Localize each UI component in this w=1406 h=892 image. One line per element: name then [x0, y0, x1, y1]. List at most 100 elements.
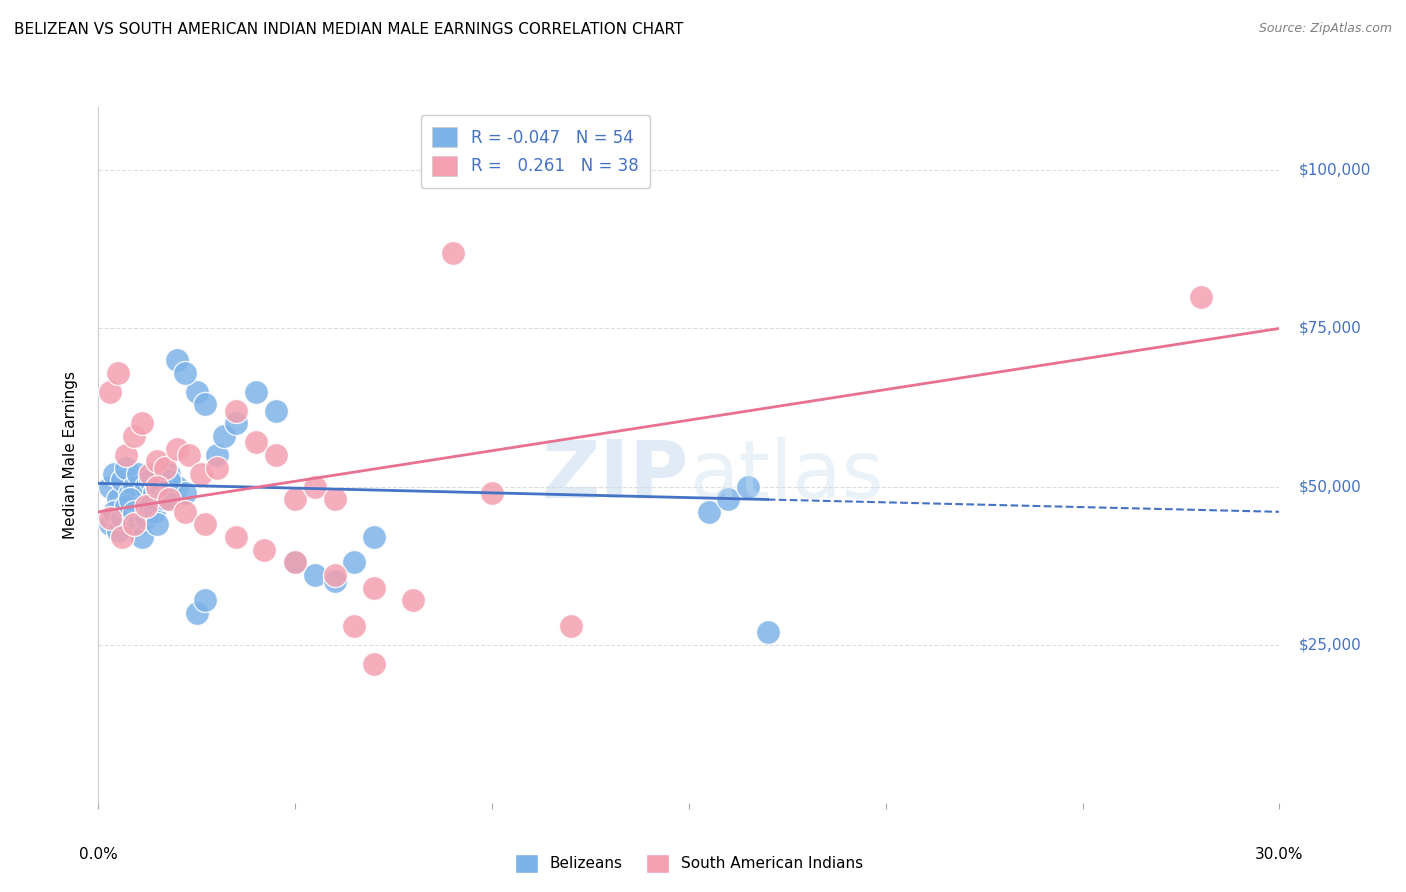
Point	[323, 574, 346, 589]
Point	[284, 556, 307, 570]
Point	[441, 245, 464, 260]
Point	[343, 556, 366, 570]
Point	[127, 467, 149, 481]
Point	[481, 486, 503, 500]
Legend: Belizeans, South American Indians: Belizeans, South American Indians	[509, 847, 869, 879]
Point	[142, 505, 165, 519]
Point	[107, 366, 129, 380]
Point	[146, 517, 169, 532]
Point	[135, 479, 157, 493]
Point	[122, 505, 145, 519]
Point	[225, 403, 247, 417]
Point	[253, 542, 276, 557]
Point	[284, 492, 307, 507]
Point	[402, 593, 425, 607]
Point	[122, 479, 145, 493]
Point	[343, 618, 366, 632]
Text: $25,000: $25,000	[1299, 637, 1362, 652]
Point	[122, 517, 145, 532]
Point	[157, 467, 180, 481]
Point	[127, 517, 149, 532]
Point	[284, 556, 307, 570]
Point	[122, 429, 145, 443]
Point	[111, 511, 134, 525]
Point	[205, 448, 228, 462]
Point	[363, 657, 385, 671]
Point	[166, 353, 188, 368]
Point	[717, 492, 740, 507]
Point	[323, 492, 346, 507]
Point	[107, 492, 129, 507]
Point	[174, 505, 197, 519]
Point	[135, 511, 157, 525]
Point	[111, 530, 134, 544]
Point	[146, 479, 169, 493]
Point	[131, 417, 153, 431]
Point	[142, 486, 165, 500]
Point	[323, 568, 346, 582]
Point	[98, 517, 121, 532]
Text: ZIP: ZIP	[541, 437, 689, 515]
Point	[190, 467, 212, 481]
Point	[107, 524, 129, 538]
Text: $100,000: $100,000	[1299, 163, 1371, 178]
Point	[225, 417, 247, 431]
Point	[166, 442, 188, 456]
Point	[245, 384, 267, 399]
Text: 30.0%: 30.0%	[1256, 847, 1303, 862]
Point	[1189, 290, 1212, 304]
Point	[131, 530, 153, 544]
Point	[194, 397, 217, 411]
Point	[157, 473, 180, 487]
Point	[146, 479, 169, 493]
Point	[138, 473, 160, 487]
Point	[186, 606, 208, 620]
Point	[304, 479, 326, 493]
Point	[98, 384, 121, 399]
Text: BELIZEAN VS SOUTH AMERICAN INDIAN MEDIAN MALE EARNINGS CORRELATION CHART: BELIZEAN VS SOUTH AMERICAN INDIAN MEDIAN…	[14, 22, 683, 37]
Point	[118, 492, 141, 507]
Point	[166, 479, 188, 493]
Point	[98, 511, 121, 525]
Point	[560, 618, 582, 632]
Point	[138, 467, 160, 481]
Point	[146, 454, 169, 468]
Point	[756, 625, 779, 640]
Point	[155, 492, 177, 507]
Point	[103, 505, 125, 519]
Text: 0.0%: 0.0%	[79, 847, 118, 862]
Point	[264, 448, 287, 462]
Point	[150, 479, 173, 493]
Point	[115, 460, 138, 475]
Point	[245, 435, 267, 450]
Point	[225, 530, 247, 544]
Text: atlas: atlas	[689, 437, 883, 515]
Point	[304, 568, 326, 582]
Point	[131, 499, 153, 513]
Point	[205, 460, 228, 475]
Point	[98, 479, 121, 493]
Point	[115, 448, 138, 462]
Point	[194, 593, 217, 607]
Point	[363, 530, 385, 544]
Point	[186, 384, 208, 399]
Point	[111, 473, 134, 487]
Text: $50,000: $50,000	[1299, 479, 1362, 494]
Point	[264, 403, 287, 417]
Point	[155, 460, 177, 475]
Point	[363, 581, 385, 595]
Point	[103, 467, 125, 481]
Point	[135, 499, 157, 513]
Point	[138, 499, 160, 513]
Point	[118, 486, 141, 500]
Point	[174, 486, 197, 500]
Point	[155, 473, 177, 487]
Text: $75,000: $75,000	[1299, 321, 1362, 336]
Point	[115, 499, 138, 513]
Y-axis label: Median Male Earnings: Median Male Earnings	[63, 371, 77, 539]
Point	[697, 505, 720, 519]
Point	[737, 479, 759, 493]
Point	[150, 492, 173, 507]
Point	[177, 448, 200, 462]
Point	[157, 492, 180, 507]
